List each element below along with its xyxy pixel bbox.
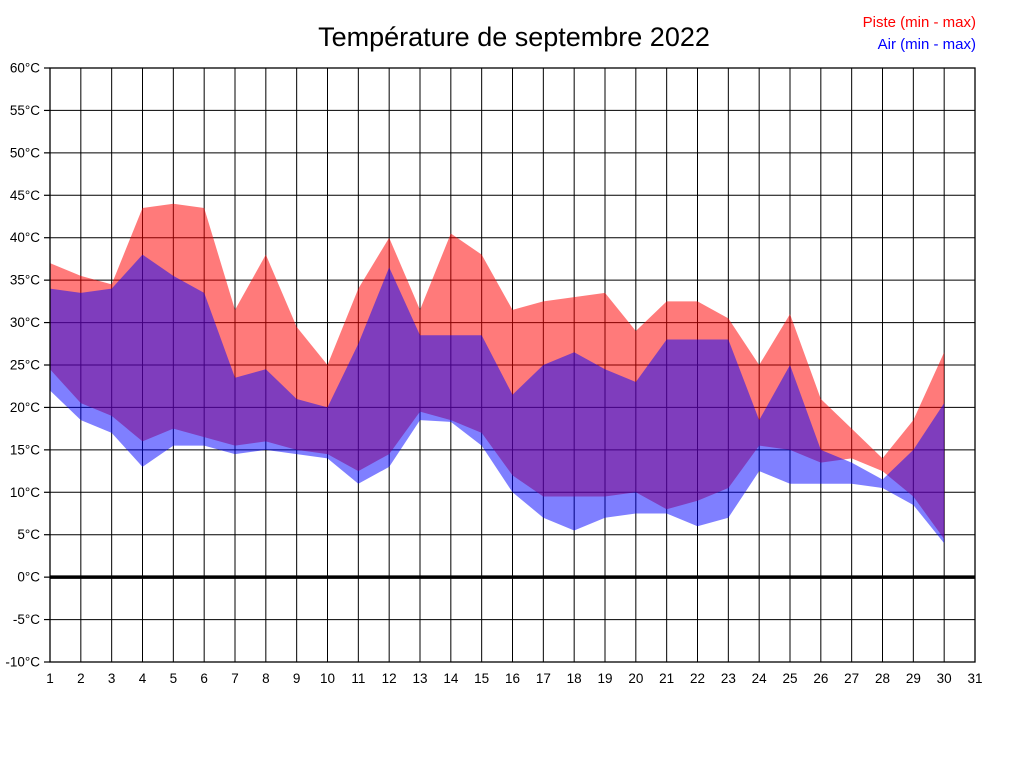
x-tick-label: 11 (351, 671, 365, 686)
y-tick-label: 55°C (10, 103, 40, 118)
x-tick-label: 30 (937, 671, 952, 686)
x-tick-label: 2 (77, 671, 85, 686)
x-tick-label: 27 (844, 671, 859, 686)
x-tick-label: 17 (536, 671, 551, 686)
x-tick-label: 4 (139, 671, 147, 686)
y-tick-label: 0°C (17, 570, 40, 585)
temperature-bands (50, 203, 945, 544)
x-tick-label: 26 (813, 671, 828, 686)
y-tick-label: 50°C (10, 145, 40, 160)
x-tick-label: 9 (293, 671, 301, 686)
x-tick-label: 1 (46, 671, 54, 686)
y-tick-label: 15°C (10, 442, 40, 457)
plot-frame (49, 67, 976, 663)
plot-border (49, 67, 976, 663)
axis-ticks (44, 67, 50, 663)
x-tick-label: 21 (659, 671, 674, 686)
y-tick-label: 10°C (10, 485, 40, 500)
x-tick-label: 31 (967, 671, 982, 686)
x-tick-label: 20 (628, 671, 643, 686)
x-tick-label: 18 (567, 671, 582, 686)
legend-item-air: Air (min - max) (878, 36, 976, 53)
x-tick-label: 16 (505, 671, 520, 686)
x-tick-label: 14 (443, 671, 459, 686)
x-tick-label: 5 (170, 671, 178, 686)
x-tick-label: 25 (782, 671, 797, 686)
x-tick-label: 6 (200, 671, 208, 686)
chart-title: Température de septembre 2022 (318, 22, 710, 52)
y-tick-label: 25°C (10, 358, 40, 373)
x-tick-label: 7 (231, 671, 239, 686)
x-tick-label: 22 (690, 671, 705, 686)
x-tick-label: 23 (721, 671, 736, 686)
legend: Piste (min - max) Air (min - max) (863, 14, 976, 53)
y-tick-label: 5°C (17, 527, 40, 542)
y-tick-label: 35°C (10, 273, 40, 288)
y-tick-label: 45°C (10, 188, 40, 203)
x-tick-label: 28 (875, 671, 890, 686)
x-tick-label: 12 (382, 671, 397, 686)
x-tick-label: 29 (906, 671, 921, 686)
x-tick-label: 8 (262, 671, 270, 686)
y-tick-label: 30°C (10, 315, 40, 330)
y-tick-label: 20°C (10, 400, 40, 415)
y-tick-label: -5°C (13, 612, 40, 627)
x-tick-label: 19 (597, 671, 612, 686)
x-tick-label: 13 (412, 671, 427, 686)
y-axis-labels: -10°C -5°C 0°C 5°C 10°C 15°C 20°C 25°C 30°C 35°C 4… (5, 61, 40, 670)
x-tick-label: 10 (320, 671, 335, 686)
y-tick-label: 40°C (10, 230, 40, 245)
y-tick-label: 60°C (10, 61, 40, 76)
x-tick-label: 15 (474, 671, 489, 686)
x-tick-label: 3 (108, 671, 116, 686)
air-band (50, 254, 945, 544)
y-tick-label: -10°C (5, 655, 40, 670)
x-axis-labels: 1 2 3 4 5 6 7 8 9 10 11 12 13 14 15 16 17 18 19 20 21 22 23 24 2… (46, 671, 982, 686)
legend-item-piste: Piste (min - max) (863, 14, 976, 31)
x-tick-label: 24 (752, 671, 768, 686)
